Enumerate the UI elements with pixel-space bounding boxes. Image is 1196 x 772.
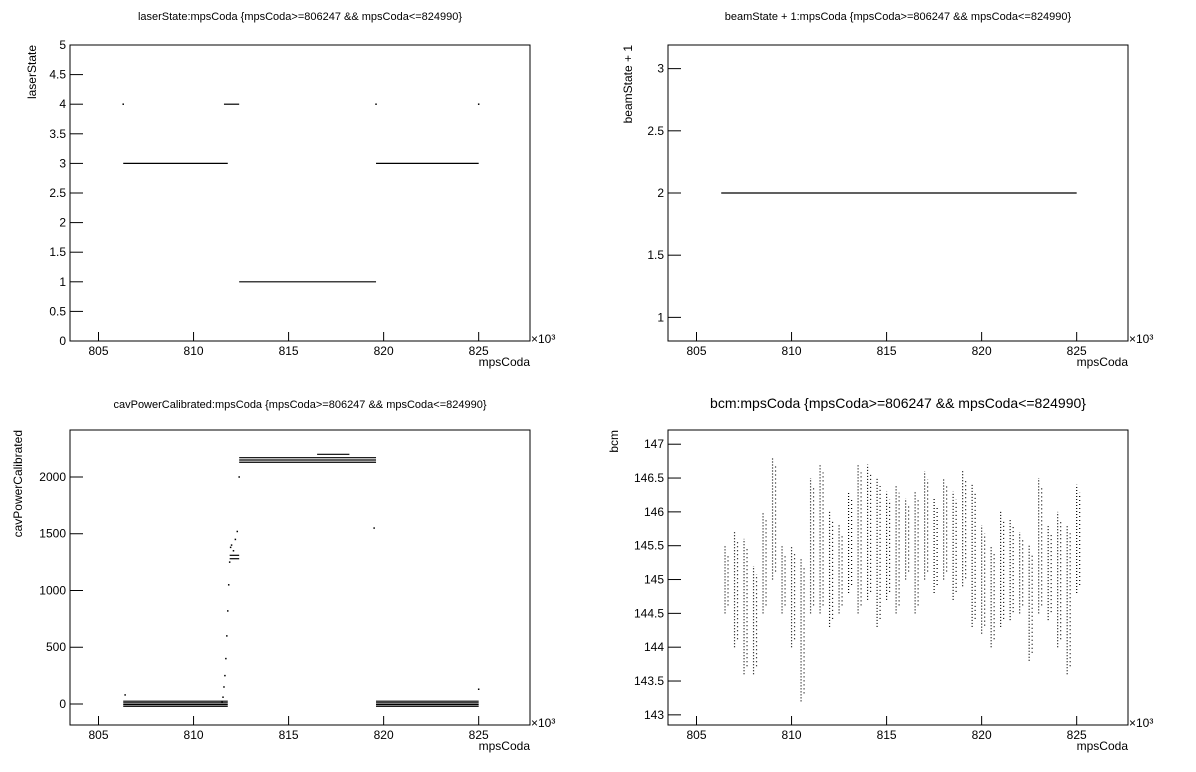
chart-title: cavPowerCalibrated:mpsCoda {mpsCoda>=806…: [113, 399, 486, 411]
point: [227, 584, 230, 586]
y-axis-label: laserState: [25, 45, 39, 99]
point: [477, 688, 480, 690]
x-tick-label: 810: [782, 344, 802, 358]
x-tick-label: 820: [972, 344, 992, 358]
point: [230, 544, 233, 546]
y-tick-label: 143.5: [634, 674, 664, 688]
x-tick-label: 820: [972, 728, 992, 742]
y-tick-label: 2: [59, 216, 66, 230]
point: [122, 103, 124, 105]
x-tick-label: 805: [88, 728, 108, 742]
y-axis-label: bcm: [607, 430, 621, 453]
point: [226, 635, 228, 637]
y-tick-label: 2.5: [49, 186, 66, 200]
y-tick-label: 1: [59, 275, 66, 289]
point: [227, 610, 229, 612]
y-tick-label: 147: [644, 437, 664, 451]
point: [223, 686, 225, 688]
chart-title: bcm:mpsCoda {mpsCoda>=806247 && mpsCoda<…: [710, 395, 1086, 411]
x-tick-label: 820: [374, 728, 394, 742]
x-axis-label: mpsCoda: [1077, 739, 1129, 753]
point: [225, 657, 227, 660]
point: [221, 700, 223, 703]
x-tick-label: 825: [1067, 344, 1087, 358]
point: [124, 694, 126, 696]
x-scale-label: ×10³: [531, 332, 555, 346]
y-tick-label: 500: [46, 640, 66, 654]
plot-frame: [69, 429, 531, 726]
y-tick-label: 146: [644, 505, 664, 519]
y-tick-label: 145.5: [634, 539, 664, 553]
point: [228, 561, 231, 563]
x-scale-label: ×10³: [1129, 332, 1153, 346]
y-tick-label: 5: [59, 38, 66, 52]
x-scale-label: ×10³: [1129, 716, 1153, 730]
point: [234, 538, 237, 541]
x-tick-label: 815: [279, 728, 299, 742]
plot-frame: [667, 429, 1129, 726]
x-tick-label: 815: [877, 728, 897, 742]
x-tick-label: 825: [469, 728, 489, 742]
x-tick-label: 825: [1067, 728, 1087, 742]
y-tick-label: 143: [644, 708, 664, 722]
y-tick-label: 1.5: [647, 248, 664, 262]
y-tick-label: 3: [59, 156, 66, 170]
y-tick-label: 3: [657, 62, 664, 76]
x-axis-label: mpsCoda: [1077, 355, 1129, 369]
point: [373, 527, 375, 529]
y-tick-label: 2: [657, 186, 664, 200]
x-tick-label: 810: [184, 728, 204, 742]
y-axis-label: cavPowerCalibrated: [11, 430, 25, 537]
y-axis-label: beamState + 1: [621, 45, 635, 124]
x-tick-label: 805: [88, 344, 108, 358]
x-axis-label: mpsCoda: [479, 355, 531, 369]
x-axis-label: mpsCoda: [479, 739, 531, 753]
x-tick-label: 815: [279, 344, 299, 358]
y-tick-label: 0: [59, 334, 66, 348]
y-tick-label: 146.5: [634, 471, 664, 485]
y-tick-label: 144: [644, 640, 664, 654]
point: [375, 103, 377, 105]
x-tick-label: 815: [877, 344, 897, 358]
x-tick-label: 825: [469, 344, 489, 358]
y-tick-label: 2.5: [647, 124, 664, 138]
y-tick-label: 4.5: [49, 68, 66, 82]
x-tick-label: 820: [374, 344, 394, 358]
y-tick-label: 1000: [39, 583, 66, 597]
plot-frame: [69, 44, 531, 342]
x-scale-label: ×10³: [531, 716, 555, 730]
y-tick-label: 4: [59, 97, 66, 111]
x-tick-label: 805: [686, 344, 706, 358]
point: [238, 476, 240, 478]
point: [229, 546, 232, 549]
chart-title: laserState:mpsCoda {mpsCoda>=806247 && m…: [138, 11, 462, 23]
point: [222, 696, 224, 698]
point: [477, 103, 480, 105]
y-tick-label: 1500: [39, 527, 66, 541]
chart-title: beamState + 1:mpsCoda {mpsCoda>=806247 &…: [725, 11, 1072, 23]
y-tick-label: 144.5: [634, 606, 664, 620]
x-tick-label: 810: [782, 728, 802, 742]
x-tick-label: 805: [686, 728, 706, 742]
y-tick-label: 145: [644, 573, 664, 587]
point: [236, 530, 239, 533]
y-tick-label: 3.5: [49, 127, 66, 141]
y-tick-label: 2000: [39, 470, 66, 484]
x-tick-label: 810: [184, 344, 204, 358]
y-tick-label: 1: [657, 310, 664, 324]
point: [232, 550, 235, 552]
point: [224, 674, 226, 677]
y-tick-label: 1.5: [49, 245, 66, 259]
y-tick-label: 0: [59, 697, 66, 711]
y-tick-label: 0.5: [49, 304, 66, 318]
